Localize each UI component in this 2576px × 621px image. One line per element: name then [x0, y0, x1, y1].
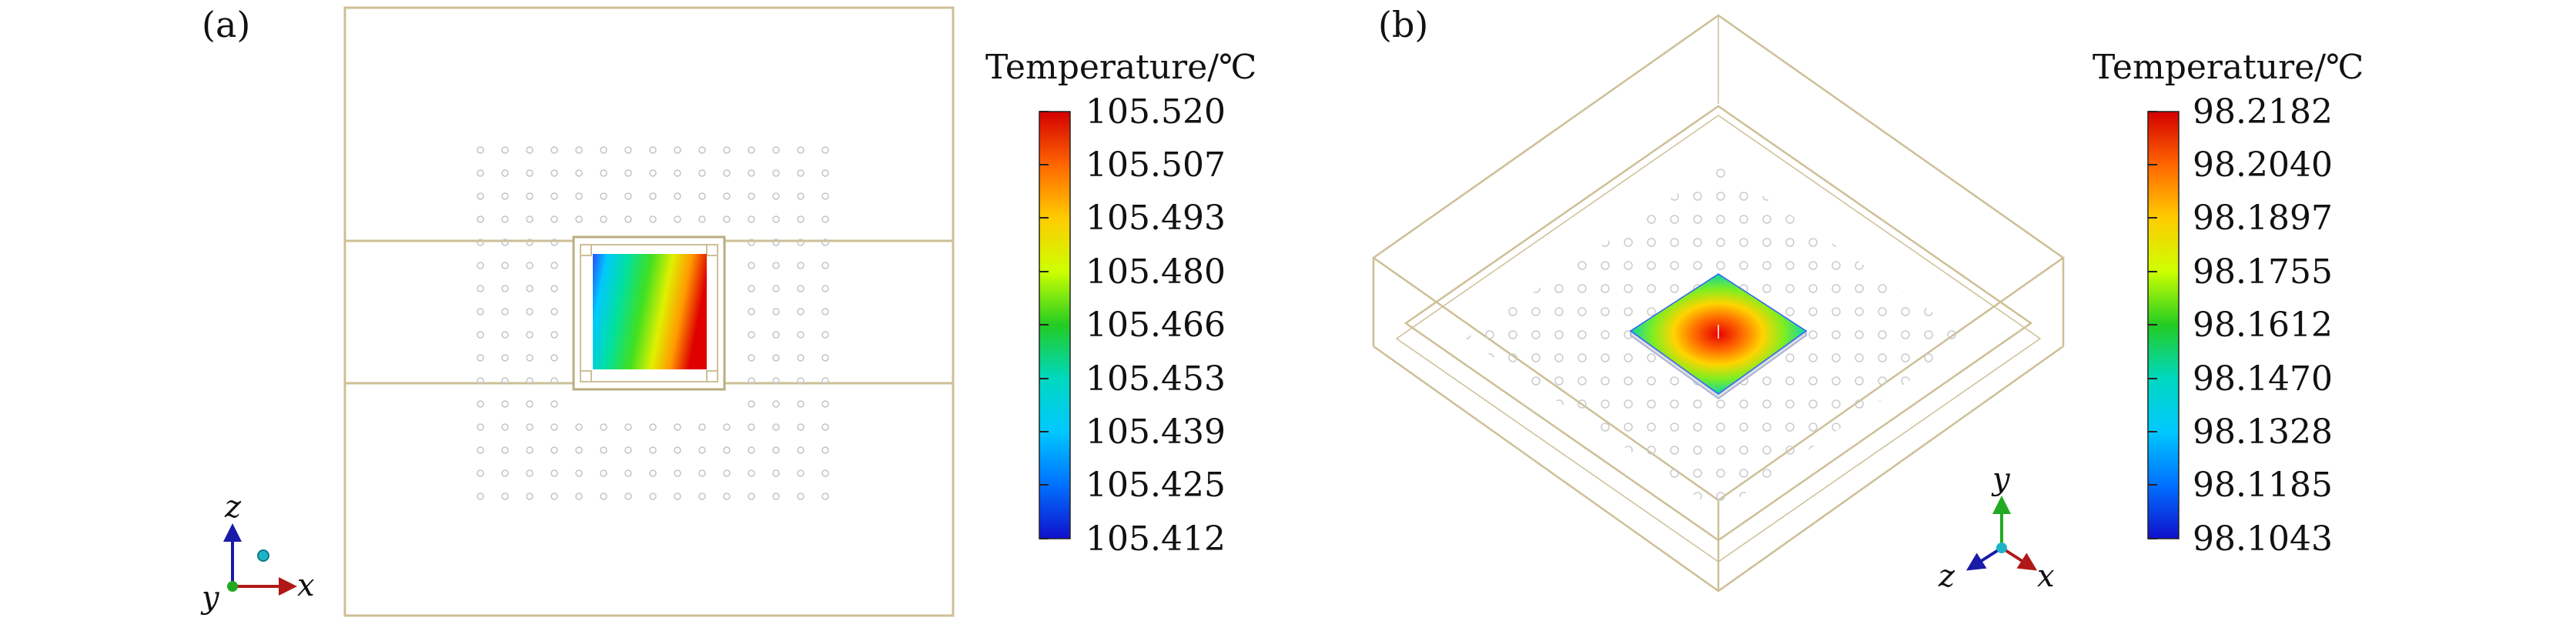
axis-label-z: z: [224, 489, 242, 525]
colorbar-ticks: [2148, 111, 2157, 539]
colorbar-tick-label: 105.507: [1086, 145, 1226, 185]
axis-origin-dot: [227, 581, 238, 592]
colorbar-tick-label: 105.480: [1086, 252, 1226, 292]
colorbar-ticks: [1039, 111, 1049, 539]
panel-a-model: [343, 6, 955, 617]
colorbar-tick-label: 98.1755: [2193, 252, 2333, 292]
colorbar-tick-label: 98.1328: [2193, 412, 2333, 452]
chip-temperature-field: [593, 254, 707, 369]
panel-b-chip: [1629, 273, 1808, 399]
colorbar-tick-label: 98.1612: [2193, 305, 2333, 345]
axis-label-x: x: [2037, 559, 2055, 594]
colorbar-tick-label: 98.1470: [2193, 359, 2333, 399]
colorbar-tick-label: 98.2040: [2193, 145, 2333, 185]
substrate-face-lower: [1395, 115, 2042, 563]
colorbar-tick-label: 105.453: [1086, 359, 1226, 399]
view-indicator-dot: [257, 549, 269, 562]
panel-a-axis-triad: z x y: [200, 489, 315, 616]
axis-label-y: y: [200, 580, 220, 616]
board-outline: [343, 6, 955, 617]
colorbar-tick-label: 98.2182: [2193, 92, 2333, 132]
axis-origin-dot: [1996, 543, 2007, 553]
panel-a-label: (a): [202, 4, 250, 45]
chip-package: [572, 235, 726, 391]
colorbar-tick-label: 105.439: [1086, 412, 1226, 452]
colorbar-tick-label: 105.425: [1086, 466, 1226, 505]
colorbar-tick-label: 105.520: [1086, 92, 1226, 132]
panel-a-colorbar: Temperature/℃ 105.520 105.507 105.493 10…: [985, 48, 1256, 559]
colorbar-tick-label: 105.493: [1086, 199, 1226, 238]
colorbar-tick-label: 105.412: [1086, 519, 1226, 559]
panel-b-axis-triad: y z x: [1938, 462, 2055, 594]
panel-b: (b) y z x: [1371, 4, 2364, 594]
panel-a: (a): [200, 4, 1256, 617]
axis-label-z: z: [1938, 559, 1955, 594]
axis-label-y: y: [1991, 462, 2011, 497]
colorbar-title: Temperature/℃: [2093, 48, 2364, 87]
panel-b-colorbar: Temperature/℃ 98.2182 98.2040 98.1897 98…: [2093, 48, 2364, 559]
panel-b-label: (b): [1378, 4, 1428, 45]
colorbar-title: Temperature/℃: [985, 48, 1256, 87]
colorbar-tick-label: 105.466: [1086, 305, 1226, 345]
colorbar-tick-label: 98.1043: [2193, 519, 2333, 559]
substrate-face: [1403, 105, 2033, 542]
axis-label-x: x: [297, 568, 315, 603]
package-inner-frame: [580, 244, 718, 382]
solder-ball-array: [465, 131, 835, 500]
colorbar-tick-label: 98.1185: [2193, 466, 2333, 505]
colorbar-tick-label: 98.1897: [2193, 199, 2333, 238]
